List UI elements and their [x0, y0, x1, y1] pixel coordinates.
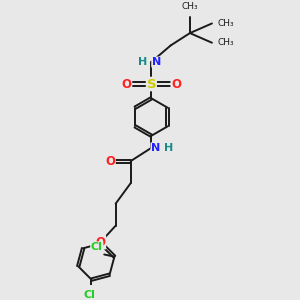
Text: H: H	[138, 57, 147, 67]
Text: O: O	[105, 154, 115, 168]
Text: CH₃: CH₃	[218, 38, 235, 47]
Text: Cl: Cl	[83, 290, 95, 300]
Text: CH₃: CH₃	[182, 2, 198, 10]
Text: S: S	[147, 77, 156, 91]
Text: CH₃: CH₃	[218, 19, 235, 28]
Text: N: N	[151, 143, 160, 153]
Text: O: O	[171, 77, 181, 91]
Text: N: N	[152, 57, 161, 67]
Text: O: O	[95, 236, 106, 249]
Text: H: H	[164, 143, 173, 153]
Text: O: O	[122, 77, 132, 91]
Text: Cl: Cl	[91, 242, 103, 252]
